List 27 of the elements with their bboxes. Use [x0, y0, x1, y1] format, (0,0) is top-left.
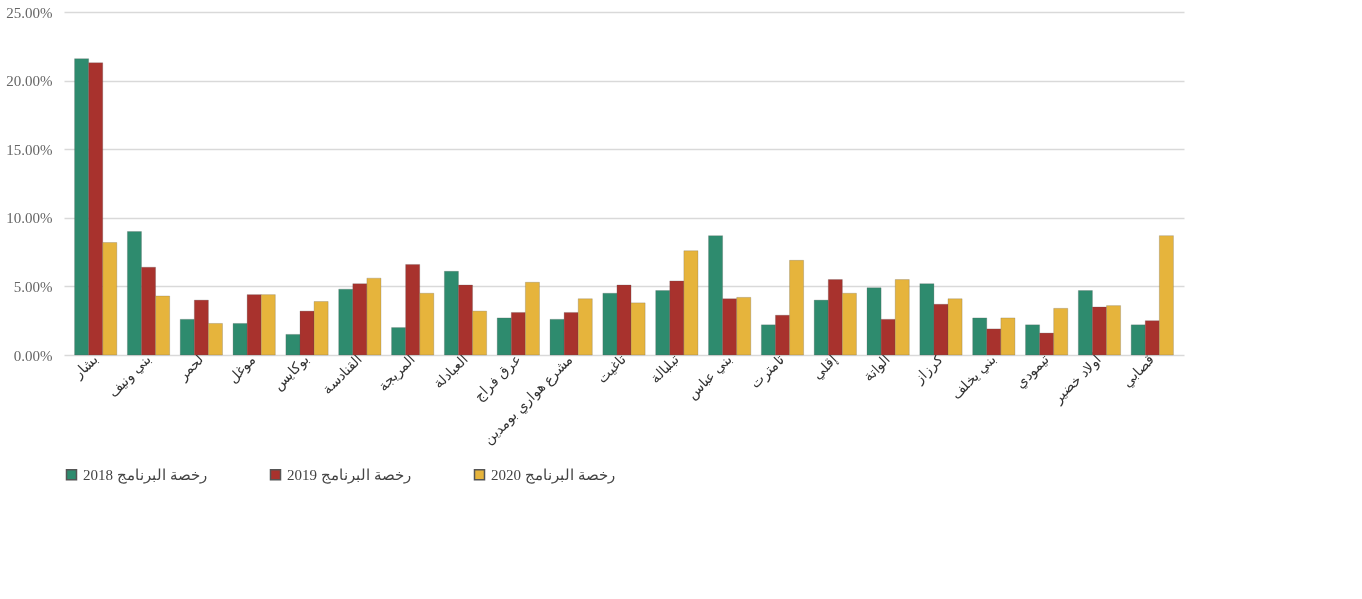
x-tick-label: تامترت [747, 351, 789, 393]
x-tick-label: العبادلة [430, 351, 471, 392]
x-tick-label: تاغيت [595, 351, 629, 386]
x-tick-label: بني ونيف [105, 351, 155, 401]
y-tick-label: 25.00% [6, 4, 53, 21]
y-tick-label: 0.00% [13, 347, 53, 364]
x-tick-label: المريجة [375, 351, 419, 395]
y-tick-label: 15.00% [6, 141, 53, 158]
y-tick-label: 5.00% [13, 278, 53, 295]
x-tick-label: بني يخلف [948, 351, 999, 403]
x-tick-label: القنادسة [319, 351, 365, 398]
y-tick-label: 10.00% [6, 210, 53, 227]
x-tick-label: قصابي [1119, 351, 1158, 391]
x-tick-label: إقلي [809, 351, 841, 383]
x-tick-label: بوكايس [270, 351, 313, 395]
x-tick-label: كرزاز [911, 351, 947, 388]
y-tick-label: 20.00% [6, 73, 53, 90]
x-tick-label: لحمر [174, 351, 208, 385]
x-tick-label: عرق فراج [471, 351, 524, 405]
x-tick-label: بشار [70, 351, 102, 383]
x-tick-label: تبلبالة [647, 351, 682, 386]
x-tick-label: الواتة [860, 351, 894, 386]
legend-label: رخصة البرنامج 2018 [83, 466, 207, 484]
legend-label: رخصة البرنامج 2019 [287, 466, 411, 484]
legend-label: رخصة البرنامج 2020 [491, 466, 615, 484]
x-tick-label: موغل [225, 351, 260, 387]
x-tick-label: بني عباس [684, 351, 736, 404]
